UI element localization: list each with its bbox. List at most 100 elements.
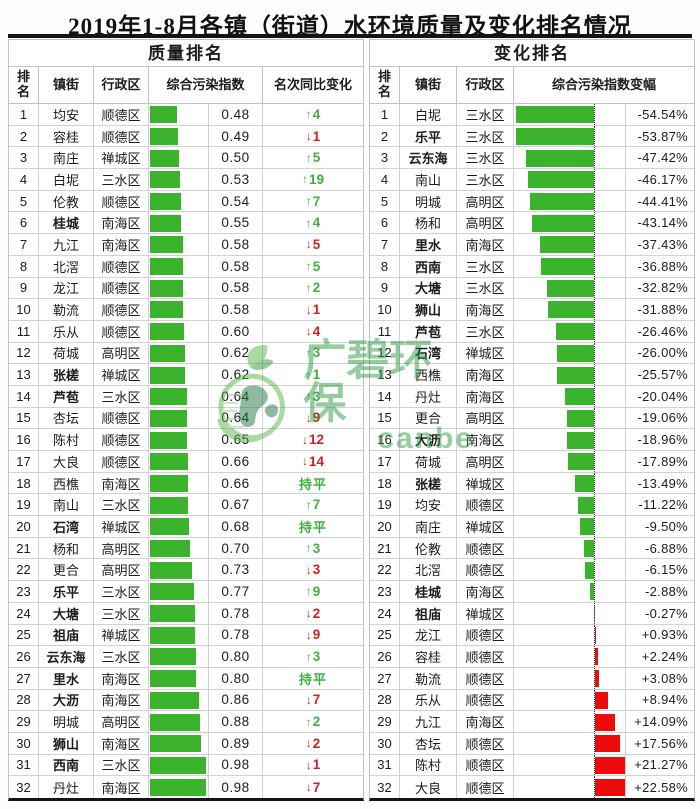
- index-value-cell: 0.53: [209, 169, 263, 190]
- rank-change-cell: ↑ 3: [263, 538, 363, 559]
- table-row: 25 祖庙 禅城区 0.78 ↓ 9: [9, 624, 363, 647]
- change-number: 2: [312, 280, 321, 296]
- district-cell: 南海区: [457, 299, 514, 320]
- town-cell: 大良: [39, 451, 94, 472]
- change-value-cell: -18.96%: [637, 432, 688, 448]
- rank-change-cell: ↑ 4: [263, 212, 363, 233]
- change-bar-cell: [514, 537, 626, 559]
- rank-change-cell: ↓ 9: [263, 625, 363, 646]
- change-value-cell: -25.57%: [637, 367, 688, 383]
- table-row: 23 乐平 三水区 0.77 ↑ 9: [9, 581, 363, 603]
- town-cell: 大塘: [39, 602, 94, 624]
- change-table-body: 1 白坭 三水区 -54.54% 2 乐平 三水区 -53.87% 3 云东海 三水区 -47.42%…: [370, 104, 694, 798]
- district-cell: 禅城区: [94, 516, 149, 537]
- district-cell: 南海区: [457, 429, 514, 450]
- table-row: 26 云东海 三水区 0.80 ↑ 3: [9, 646, 363, 668]
- district-cell: 顺德区: [94, 320, 149, 342]
- district-cell: 三水区: [457, 125, 514, 147]
- table-row: 19 南山 三水区 0.67 ↑ 7: [9, 494, 363, 517]
- change-value-cell: -13.49%: [637, 475, 688, 491]
- tables-container: 质量排名 排名 镇街 行政区 综合污染指数 名次同比变化 1 均安 顺德区 0.48 ↑…: [8, 39, 695, 801]
- change-number: 3: [312, 540, 321, 556]
- change-number: 5: [312, 258, 321, 274]
- district-cell: 三水区: [94, 646, 149, 667]
- rank-cell: 18: [9, 472, 39, 494]
- table-row: 11 芦苞 三水区 -26.46%: [370, 320, 694, 343]
- rank-cell: 15: [370, 407, 400, 429]
- index-value-cell: 0.55: [209, 212, 263, 234]
- town-cell: 狮山: [39, 732, 94, 754]
- table-row: 14 芦苞 三水区 0.64 ↑ 3: [9, 385, 363, 408]
- town-cell: 里水: [400, 234, 457, 255]
- town-cell: 大沥: [400, 429, 457, 450]
- index-value-cell: 0.58: [209, 277, 263, 299]
- rank-cell: 22: [9, 559, 39, 581]
- rank-change-cell: ↑ 3: [263, 343, 363, 364]
- rank-cell: 22: [370, 559, 400, 581]
- change-value-cell: +14.09%: [634, 714, 688, 730]
- table-row: 28 大沥 南海区 0.86 ↓ 7: [9, 689, 363, 712]
- district-cell: 南海区: [94, 472, 149, 494]
- change-ranking-table: 变化排名 排名 镇街 行政区 综合污染指数变幅 1 白坭 三水区 -54.54% 2 乐平…: [369, 39, 695, 801]
- col-header-pollution-index: 综合污染指数: [149, 67, 263, 103]
- rank-cell: 30: [9, 732, 39, 754]
- rank-cell: 24: [370, 602, 400, 624]
- change-bar-cell: [514, 451, 626, 472]
- change-bar-cell: [514, 234, 626, 255]
- change-bar-cell: [514, 169, 626, 190]
- col-header-district: 行政区: [94, 67, 149, 103]
- district-cell: 顺德区: [94, 125, 149, 147]
- change-number: 9: [312, 583, 321, 599]
- table-row: 3 南庄 禅城区 0.50 ↑ 5: [9, 147, 363, 170]
- change-bar-cell: [514, 711, 626, 732]
- rank-cell: 26: [370, 646, 400, 667]
- table-row: 31 西南 三水区 0.98 ↓ 1: [9, 754, 363, 777]
- district-cell: 南海区: [94, 689, 149, 711]
- change-bar: [595, 648, 599, 666]
- change-bar: [584, 540, 594, 558]
- index-bar: [150, 149, 179, 167]
- table-row: 7 里水 南海区 -37.43%: [370, 234, 694, 256]
- change-bar: [595, 691, 608, 709]
- rank-cell: 29: [9, 711, 39, 732]
- table-row: 12 石湾 禅城区 -26.00%: [370, 342, 694, 365]
- change-bar-cell: [514, 212, 626, 234]
- change-value-cell: -2.88%: [645, 583, 688, 599]
- change-bar: [540, 236, 594, 254]
- town-cell: 里水: [39, 667, 94, 689]
- town-cell: 西南: [39, 754, 94, 776]
- change-bar: [577, 496, 594, 514]
- rank-change-cell: ↑ 9: [263, 581, 363, 602]
- table-row: 30 杏坛 顺德区 +17.56%: [370, 732, 694, 755]
- rank-cell: 13: [9, 364, 39, 385]
- index-bar: [150, 561, 192, 579]
- index-value-cell: 0.67: [209, 494, 263, 516]
- rank-change-cell: ↓ 4: [263, 321, 363, 342]
- rank-cell: 6: [370, 212, 400, 234]
- town-cell: 大沥: [39, 689, 94, 711]
- town-cell: 南庄: [400, 516, 457, 537]
- town-cell: 杏坛: [39, 407, 94, 429]
- district-cell: 禅城区: [457, 472, 514, 494]
- index-bar: [150, 127, 178, 145]
- change-bar-cell: [514, 624, 626, 646]
- index-bar: [150, 713, 201, 731]
- table-row: 3 云东海 三水区 -47.42%: [370, 147, 694, 170]
- district-cell: 三水区: [94, 385, 149, 407]
- town-cell: 白坭: [400, 104, 457, 125]
- index-value-cell: 0.78: [209, 624, 263, 646]
- town-cell: 桂城: [400, 581, 457, 602]
- rank-cell: 31: [9, 754, 39, 776]
- page-title: 2019年1-8月各镇（街道）水环境质量及变化排名情况: [68, 14, 632, 39]
- change-bar-cell: [514, 776, 626, 798]
- district-cell: 顺德区: [94, 104, 149, 125]
- change-bar-cell: [514, 320, 626, 342]
- change-number: 19: [308, 171, 325, 187]
- change-bar-cell: [514, 299, 626, 320]
- table-row: 4 南山 三水区 -46.17%: [370, 169, 694, 191]
- index-bar: [150, 409, 187, 427]
- rank-cell: 31: [370, 754, 400, 776]
- town-cell: 张槎: [400, 472, 457, 494]
- index-value-cell: 0.66: [209, 472, 263, 494]
- district-cell: 三水区: [457, 104, 514, 125]
